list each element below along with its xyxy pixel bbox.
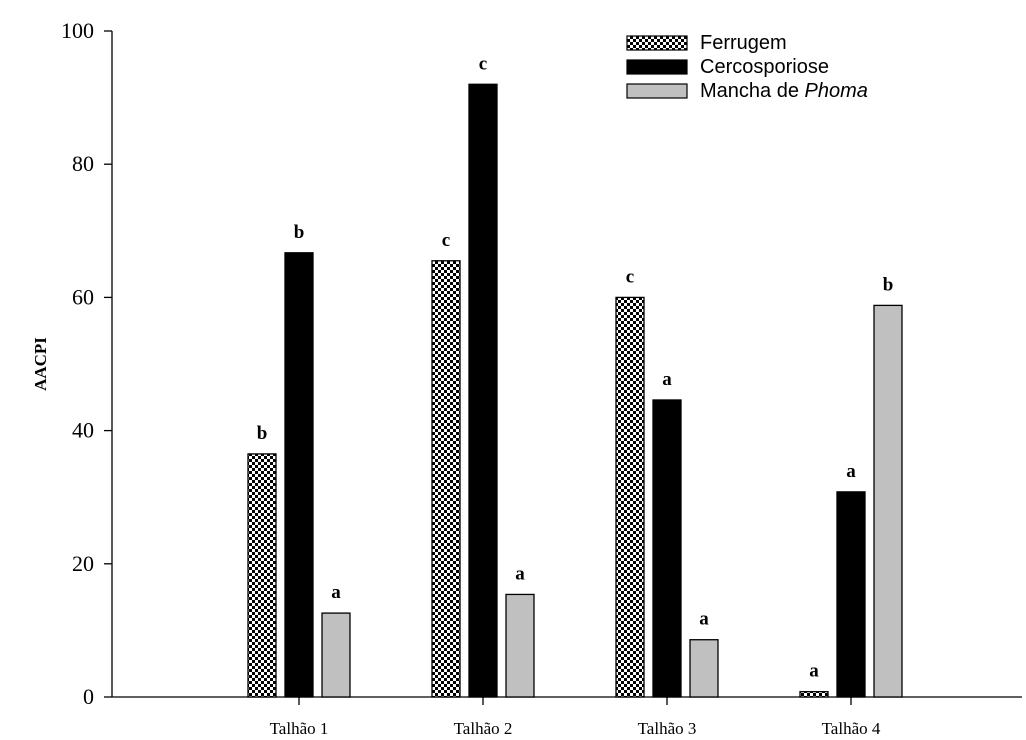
bar-significance-label: a bbox=[699, 609, 709, 630]
legend-label: Cercosporiose bbox=[700, 56, 829, 78]
x-tick-label: Talhão 3 bbox=[638, 719, 697, 738]
legend-label: Mancha de Phoma bbox=[700, 80, 868, 102]
bar-significance-label: c bbox=[626, 266, 634, 287]
legend-label-prefix: Mancha de bbox=[700, 80, 805, 102]
bar bbox=[284, 252, 314, 698]
bars: b b a c c a c a a a a b bbox=[247, 53, 903, 698]
y-tick-label: 80 bbox=[72, 151, 94, 176]
bar bbox=[873, 304, 903, 698]
axes: 0 20 40 60 80 100 AACPI Talhão 1 Talhão 2 Talhão … bbox=[31, 18, 1022, 738]
x-tick-label: Talhão 2 bbox=[454, 719, 513, 738]
bar-significance-label: b bbox=[883, 274, 894, 295]
legend-swatch bbox=[626, 35, 688, 51]
x-tick-label: Talhão 4 bbox=[822, 719, 881, 738]
y-tick-label: 40 bbox=[72, 418, 94, 443]
bar-significance-label: b bbox=[257, 423, 268, 444]
bar bbox=[431, 260, 461, 698]
legend-label: Ferrugem bbox=[700, 32, 787, 54]
bar-significance-label: a bbox=[846, 461, 856, 482]
legend-swatch bbox=[626, 59, 688, 75]
y-tick-label: 20 bbox=[72, 551, 94, 576]
y-tick-label: 0 bbox=[83, 684, 94, 709]
bar bbox=[321, 612, 351, 698]
legend-label-italic: Phoma bbox=[805, 80, 868, 102]
y-tick-label: 60 bbox=[72, 284, 94, 309]
bar bbox=[652, 399, 682, 698]
bar-significance-label: c bbox=[479, 53, 487, 74]
y-tick-label: 100 bbox=[61, 18, 94, 43]
bar bbox=[836, 491, 866, 698]
bar-significance-label: a bbox=[662, 369, 672, 390]
bar bbox=[247, 453, 277, 698]
bar bbox=[468, 83, 498, 698]
bar-significance-label: a bbox=[809, 661, 819, 682]
bar-significance-label: a bbox=[331, 582, 341, 603]
legend-swatch bbox=[626, 83, 688, 99]
bar bbox=[615, 296, 645, 698]
bar bbox=[689, 639, 719, 698]
bar bbox=[505, 593, 535, 698]
bar-significance-label: c bbox=[442, 230, 450, 251]
bar-significance-label: b bbox=[294, 222, 305, 243]
x-tick-label: Talhão 1 bbox=[270, 719, 329, 738]
bar bbox=[799, 691, 829, 698]
bar-significance-label: a bbox=[515, 563, 525, 584]
y-axis-label: AACPI bbox=[31, 337, 50, 391]
